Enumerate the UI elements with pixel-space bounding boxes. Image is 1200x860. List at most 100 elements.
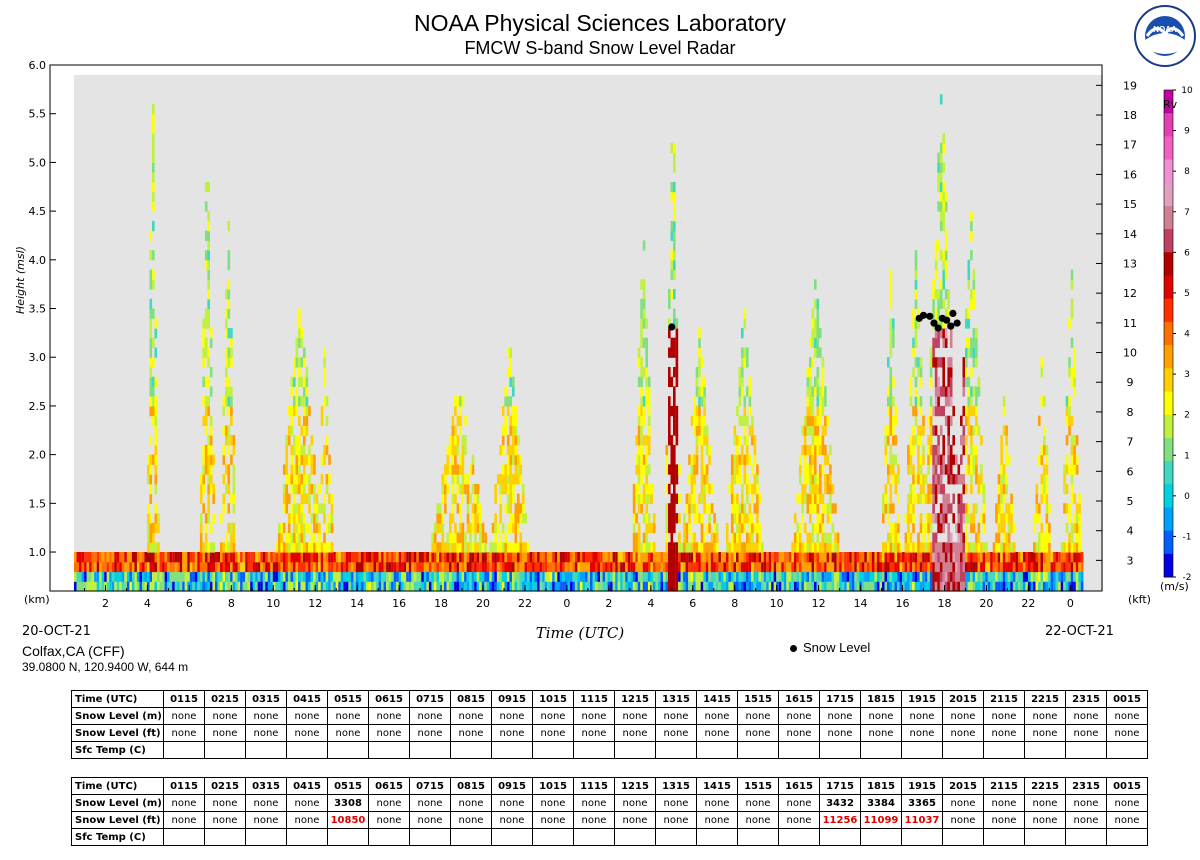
value-cell: none xyxy=(942,794,984,812)
x-tick-label: 0 xyxy=(563,597,570,610)
snow-level-table-2: Time (UTC) 0115 0215 0315 0415 0515 0615 0715 08… xyxy=(71,777,1148,846)
value-cell: none xyxy=(204,724,246,742)
value-cell xyxy=(614,741,656,759)
y-tick-label-left: 3.5 xyxy=(29,303,47,316)
x-tick-label: 12 xyxy=(308,597,322,610)
value-cell xyxy=(737,741,779,759)
value-cell xyxy=(163,828,205,846)
y-tick-label-right: 9 xyxy=(1127,376,1134,389)
value-cell xyxy=(983,828,1025,846)
value-cell xyxy=(1106,741,1148,759)
colorbar-tick-label: 5 xyxy=(1184,289,1190,299)
colorbar-swatch xyxy=(1164,414,1173,439)
value-cell: none xyxy=(491,707,533,725)
chart-title: NOAA Physical Sciences Laboratory xyxy=(413,10,786,36)
table-row: Snow Level (ft) none none none none none none n… xyxy=(71,724,1148,742)
y-tick-label-right: 18 xyxy=(1123,109,1137,122)
time-cell: 0515 xyxy=(327,777,369,795)
row-label: Snow Level (ft) xyxy=(71,724,164,742)
value-cell: none xyxy=(778,811,820,829)
value-cell: none xyxy=(696,794,738,812)
colorbar-tick-label: 1 xyxy=(1184,451,1190,461)
time-cell: 1515 xyxy=(737,690,779,708)
colorbar-swatch xyxy=(1164,206,1173,230)
time-cell: 0215 xyxy=(204,777,246,795)
time-cell: 1615 xyxy=(778,690,820,708)
value-cell: none xyxy=(204,794,246,812)
value-cell: none xyxy=(696,724,738,742)
time-cell: 2115 xyxy=(983,690,1025,708)
table-header-row: Time (UTC) 0115 0215 0315 0415 0515 0615 0715 08… xyxy=(71,690,1148,708)
value-cell: none xyxy=(819,724,861,742)
x-tick-label: 12 xyxy=(812,597,826,610)
time-cell: 1315 xyxy=(655,777,697,795)
value-cell xyxy=(737,828,779,846)
x-tick-label: 2 xyxy=(605,597,612,610)
value-cell xyxy=(655,741,697,759)
value-cell: none xyxy=(491,794,533,812)
colorbar-swatch xyxy=(1164,159,1173,184)
time-cell: 2315 xyxy=(1065,777,1107,795)
logo-lettering: NOAA xyxy=(1153,25,1177,34)
colorbar-tick-label: 0 xyxy=(1184,492,1190,502)
colorbar-unit: (m/s) xyxy=(1160,580,1189,593)
plot-frame xyxy=(49,64,1103,592)
time-cell: 1615 xyxy=(778,777,820,795)
value-cell: none xyxy=(409,794,451,812)
value-cell: none xyxy=(573,724,615,742)
time-cell: 2015 xyxy=(942,690,984,708)
colorbar-swatch xyxy=(1164,90,1173,114)
table-header-row: Time (UTC) 0115 0215 0315 0415 0515 0615 0715 08… xyxy=(71,777,1148,795)
radar-chart: 2 4 6 8 10 12 14 16 18 20 22 0 2 4 6 8 10 12 14 16 18 20 22 0 1… xyxy=(14,60,1193,642)
time-cell: 1415 xyxy=(696,690,738,708)
y-tick-label-left: 1.5 xyxy=(29,497,47,510)
snow-level-table-1: Time (UTC) 0115 0215 0315 0415 0515 0615 0715 08… xyxy=(71,690,1148,759)
value-cell: none xyxy=(737,707,779,725)
table-row: Snow Level (m) none none none none none none no… xyxy=(71,707,1148,725)
value-cell xyxy=(327,828,369,846)
value-cell: none xyxy=(942,811,984,829)
value-cell: none xyxy=(942,724,984,742)
x-tick-label: 20 xyxy=(979,597,993,610)
snow-level-legend: Snow Level xyxy=(790,640,870,655)
colorbar-swatch xyxy=(1164,298,1173,323)
y-tick-label-right: 7 xyxy=(1127,436,1134,449)
time-cell: 1215 xyxy=(614,777,656,795)
snow-level-point xyxy=(934,324,942,332)
table-row: Sfc Temp (C) xyxy=(71,828,1148,846)
time-cell: 0315 xyxy=(245,690,287,708)
value-cell xyxy=(1024,741,1066,759)
value-cell: none xyxy=(245,724,287,742)
y-tick-label-right: 11 xyxy=(1123,317,1137,330)
time-cell: 0715 xyxy=(409,777,451,795)
colorbar-swatch xyxy=(1164,553,1173,578)
value-cell: none xyxy=(163,811,205,829)
value-cell xyxy=(655,828,697,846)
time-cell: 0615 xyxy=(368,777,410,795)
value-cell: none xyxy=(163,724,205,742)
y-tick-label-left: 3.0 xyxy=(29,351,47,364)
colorbar-tick-label: 2 xyxy=(1184,411,1190,421)
value-cell xyxy=(983,741,1025,759)
y-tick-label-right: 4 xyxy=(1127,525,1134,538)
colorbar-swatch xyxy=(1164,275,1173,300)
x-tick-label: 22 xyxy=(518,597,532,610)
time-cell: 0415 xyxy=(286,690,328,708)
y-tick-label-right: 19 xyxy=(1123,79,1137,92)
value-cell xyxy=(1065,828,1107,846)
value-cell: none xyxy=(983,811,1025,829)
colorbar-tick-label: 9 xyxy=(1184,127,1190,137)
row-label: Snow Level (m) xyxy=(71,794,164,812)
y-tick-label-right: 13 xyxy=(1123,257,1137,270)
value-cell xyxy=(368,741,410,759)
colorbar-swatch xyxy=(1164,530,1173,555)
value-cell xyxy=(860,741,902,759)
y-tick-label-right: 12 xyxy=(1123,287,1137,300)
value-cell: none xyxy=(1024,811,1066,829)
time-cell: 0815 xyxy=(450,777,492,795)
value-cell: none xyxy=(368,794,410,812)
value-cell: none xyxy=(245,811,287,829)
y-unit-left: (km) xyxy=(24,593,50,606)
y-tick-label-right: 14 xyxy=(1123,228,1137,241)
value-cell: none xyxy=(860,707,902,725)
